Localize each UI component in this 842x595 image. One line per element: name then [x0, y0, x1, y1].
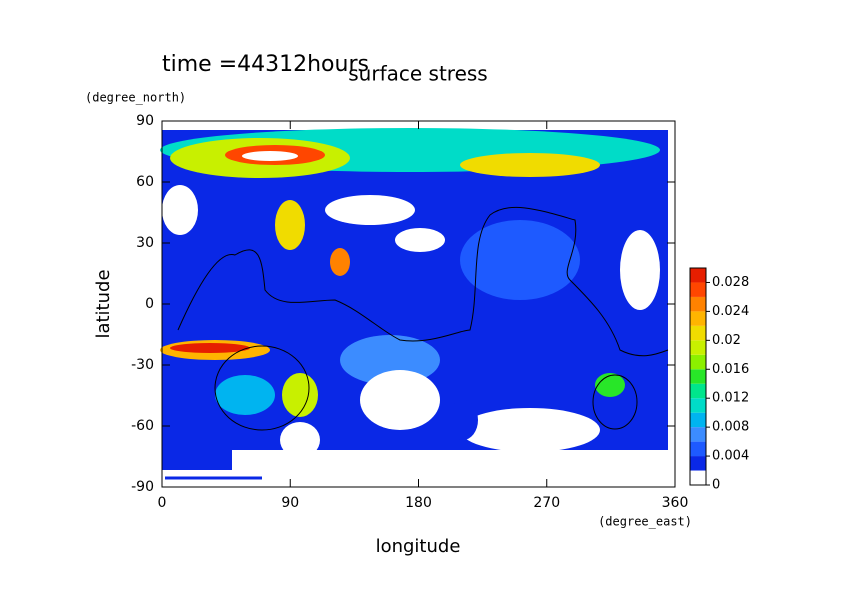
y-tick-label: 30 — [136, 235, 154, 251]
y-tick-label: 0 — [145, 296, 154, 312]
field-hole — [325, 195, 415, 225]
colorbar-tick-label: 0.008 — [712, 420, 749, 435]
field-base — [162, 450, 232, 470]
field-blob — [595, 373, 625, 397]
colorbar-band — [690, 369, 706, 384]
y-tick-label: -30 — [131, 357, 154, 373]
field-hole — [620, 230, 660, 310]
colorbar-tick-label: 0.024 — [712, 304, 749, 319]
colorbar-band — [690, 354, 706, 370]
coastline — [177, 206, 669, 357]
field-blob — [282, 373, 318, 417]
x-tick-label: 0 — [158, 495, 167, 511]
field-blob — [330, 248, 350, 276]
x-tick-label: 270 — [533, 495, 560, 511]
colorbar-tick-label: 0.012 — [712, 391, 749, 406]
field-hole — [280, 422, 320, 458]
colorbar-band — [690, 427, 706, 442]
y-tick-label: 90 — [136, 113, 154, 129]
colorbar-band — [690, 456, 706, 471]
field — [160, 128, 669, 487]
colorbar-band — [690, 282, 706, 297]
field-blob — [215, 375, 275, 415]
colorbar-band — [690, 412, 706, 428]
annotation: time =44312hours — [162, 52, 369, 77]
field-hole — [162, 185, 198, 235]
colorbar-band — [690, 441, 706, 457]
field-blob — [460, 153, 600, 177]
y-tick-label: 60 — [136, 174, 154, 190]
x-units: (degree_east) — [598, 515, 692, 529]
colorbar-band — [690, 383, 706, 399]
colorbar-band — [690, 325, 706, 341]
field-hole — [460, 408, 600, 452]
colorbar-tick-label: 0.02 — [712, 333, 741, 348]
colorbar-tick-label: 0 — [712, 478, 720, 493]
colorbar-band — [690, 311, 706, 326]
colorbar-band — [690, 340, 706, 355]
colorbar-tick-label: 0.028 — [712, 275, 749, 290]
x-tick-label: 360 — [662, 495, 689, 511]
field-hole — [360, 370, 440, 430]
colorbar-tick-label: 0.016 — [712, 362, 749, 377]
coastline — [592, 374, 638, 430]
coastline — [214, 345, 310, 431]
y-axis-title: latitude — [93, 269, 114, 338]
y-units: (degree_north) — [85, 91, 186, 105]
colorbar-band — [690, 398, 706, 413]
field-blob — [170, 343, 250, 353]
colorbar-band — [690, 268, 706, 283]
chart-title: surface stress — [348, 62, 487, 86]
y-tick-label: -60 — [131, 418, 154, 434]
field-blob — [460, 220, 580, 300]
x-tick-label: 90 — [281, 495, 299, 511]
colorbar-band — [690, 470, 706, 485]
field-hole — [395, 228, 445, 252]
field-blob — [275, 200, 305, 250]
field-hole — [242, 151, 298, 161]
colorbar-band — [690, 296, 706, 312]
colorbar-frame — [689, 267, 707, 486]
x-axis-title: longitude — [376, 536, 461, 557]
colorbar-tick-label: 0.004 — [712, 449, 749, 464]
field-hole — [162, 470, 668, 487]
x-tick-label: 180 — [405, 495, 432, 511]
y-tick-label: -90 — [131, 479, 154, 495]
field-blob — [448, 400, 478, 440]
